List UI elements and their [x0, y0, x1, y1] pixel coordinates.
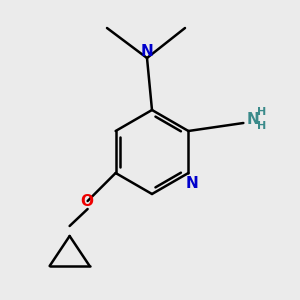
- Text: N: N: [186, 176, 199, 190]
- Text: N: N: [141, 44, 153, 59]
- Text: N: N: [246, 112, 259, 127]
- Text: H: H: [257, 121, 267, 131]
- Text: O: O: [80, 194, 93, 209]
- Text: H: H: [257, 107, 267, 117]
